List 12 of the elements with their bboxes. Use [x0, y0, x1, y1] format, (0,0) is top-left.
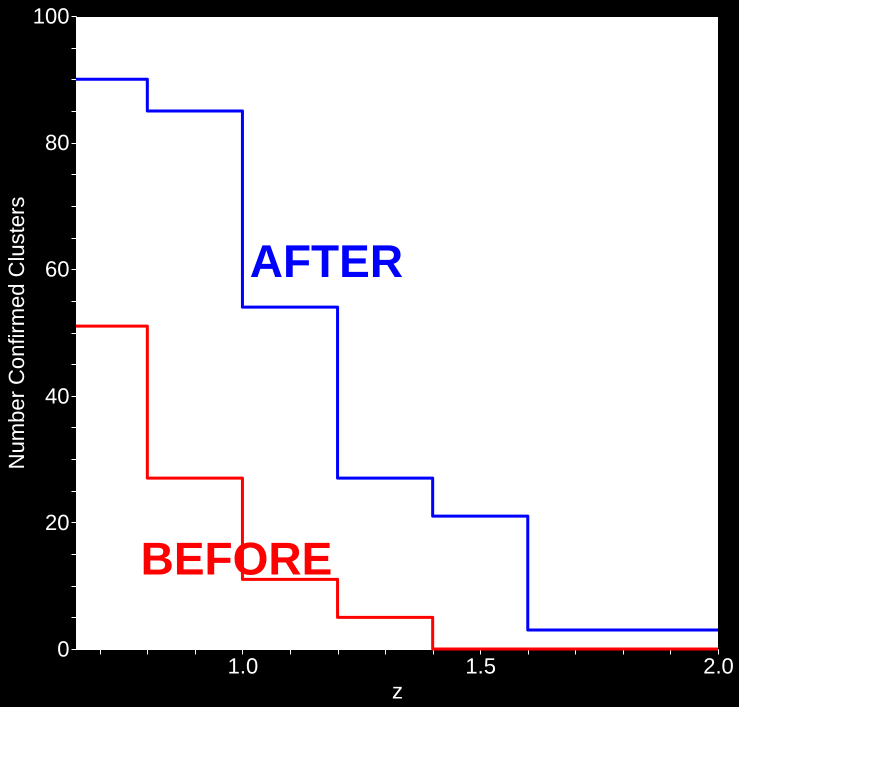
y-tick-label: 60 — [45, 256, 70, 282]
x-tick-label: 2.0 — [703, 654, 734, 678]
series-label: AFTER — [250, 234, 404, 287]
x-tick-label: 1.5 — [465, 654, 496, 678]
y-tick-label: 0 — [57, 636, 70, 662]
y-tick-label: 20 — [45, 510, 70, 535]
y-axis-title: Number Confirmed Clusters — [4, 196, 29, 470]
x-axis-title: z — [392, 678, 403, 704]
y-tick-label: 100 — [32, 4, 70, 28]
x-tick-label: 1.0 — [228, 654, 258, 678]
y-tick-label: 80 — [45, 130, 70, 156]
y-tick-label: 40 — [45, 383, 70, 408]
